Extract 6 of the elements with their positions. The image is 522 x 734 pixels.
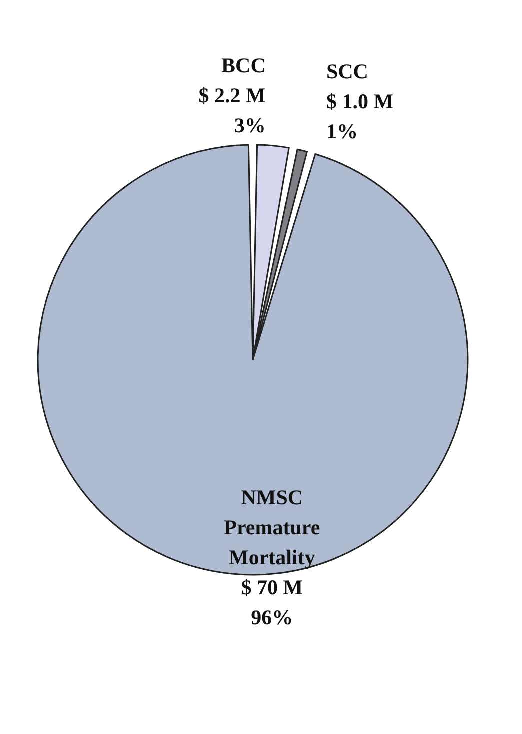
slice-label: BCC xyxy=(222,53,266,78)
data-label: $ 1.0 M 1% xyxy=(326,90,394,144)
data-label: $ 70 M 96% xyxy=(241,576,304,630)
slice-label: SCC xyxy=(326,60,368,84)
data-label: $ 2.2 M 3% xyxy=(198,83,266,138)
slice-label: NMSC Premature Mortality xyxy=(224,486,320,570)
